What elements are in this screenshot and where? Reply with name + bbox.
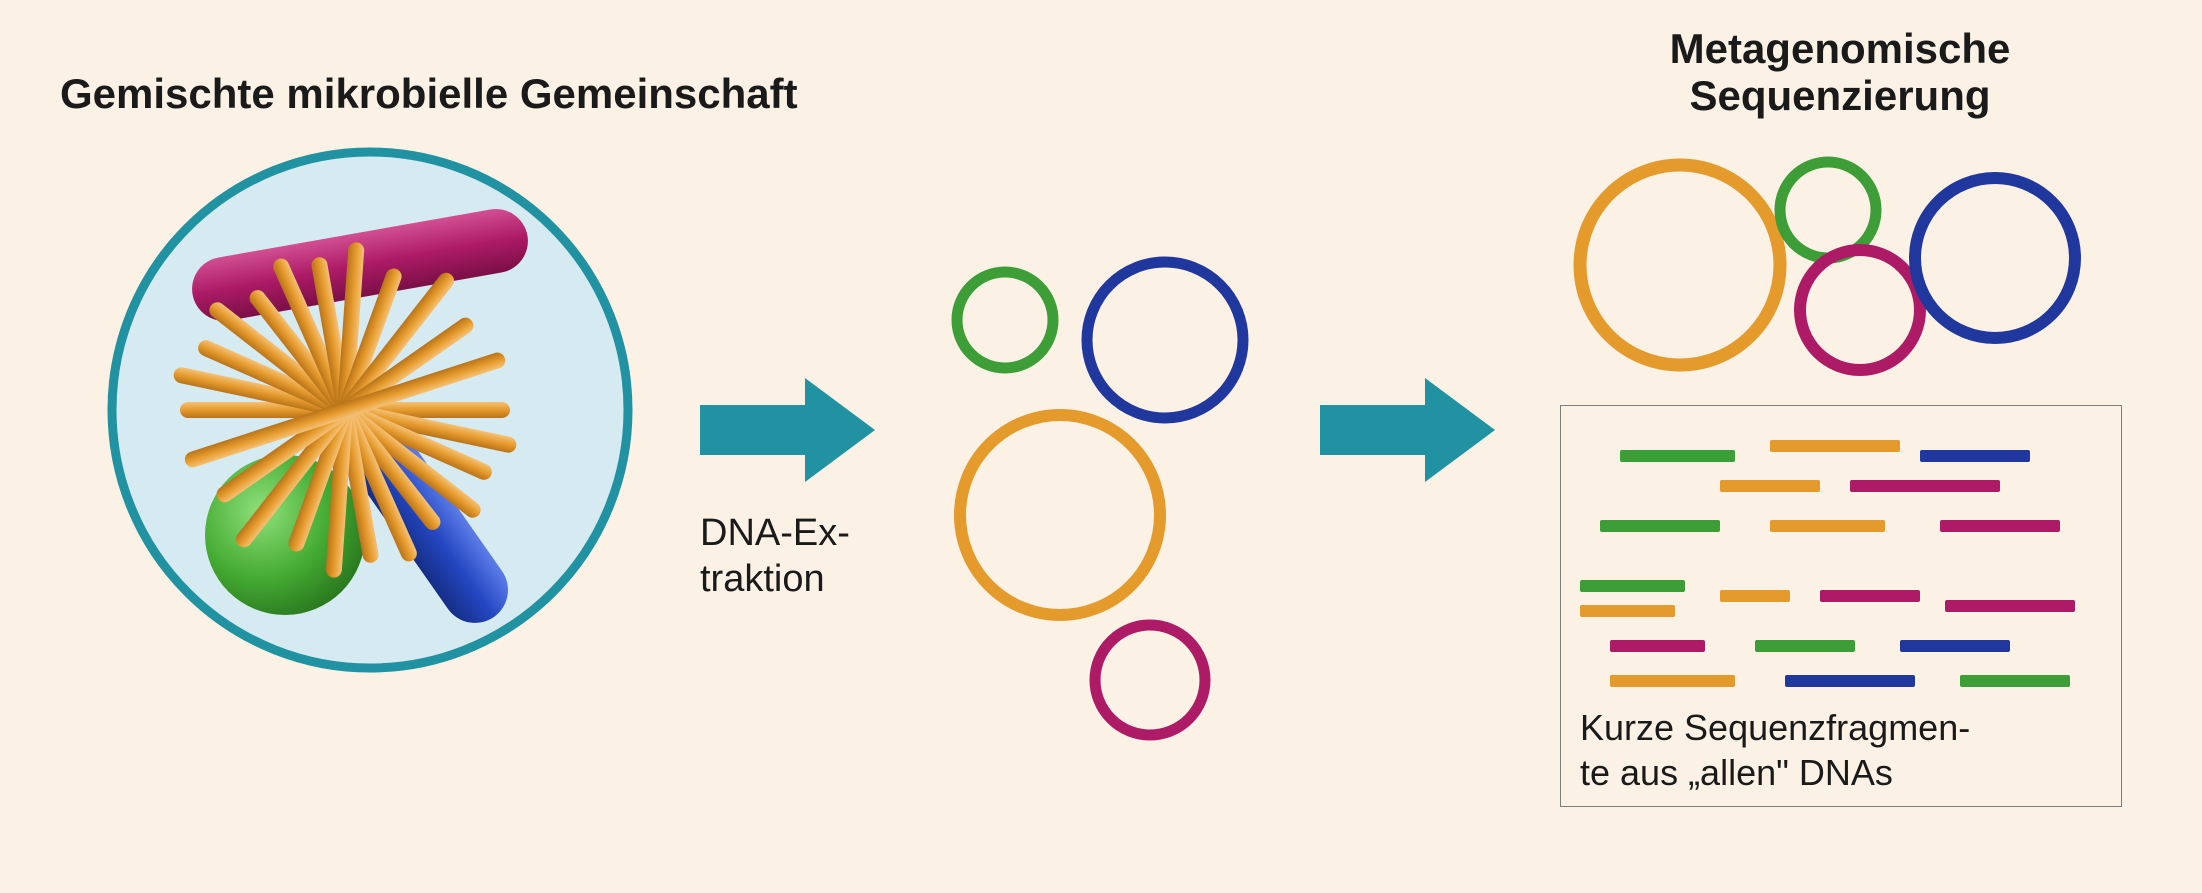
sequence-fragment xyxy=(1960,675,2070,687)
sequence-fragment xyxy=(1720,480,1820,492)
sequence-fragment xyxy=(1820,590,1920,602)
sequence-fragment xyxy=(1580,580,1685,592)
sequence-fragment xyxy=(1720,590,1790,602)
sequence-fragment xyxy=(1850,480,2000,492)
sequence-fragment xyxy=(1580,605,1675,617)
sequence-fragment xyxy=(1620,450,1735,462)
sequence-fragment xyxy=(1610,640,1705,652)
fragments-caption-line1: Kurze Sequenzfragmen- xyxy=(1580,707,1970,748)
sequence-fragment xyxy=(1900,640,2010,652)
sequence-fragment xyxy=(1785,675,1915,687)
fragments-caption-line2: te aus „allen" DNAs xyxy=(1580,752,1893,793)
sequence-fragment xyxy=(1920,450,2030,462)
sequence-fragment xyxy=(1600,520,1720,532)
sequence-fragment xyxy=(1770,520,1885,532)
sequence-fragment xyxy=(1940,520,2060,532)
sequence-fragment xyxy=(1770,440,1900,452)
sequence-fragment xyxy=(1945,600,2075,612)
sequence-fragment xyxy=(1610,675,1735,687)
sequence-fragment xyxy=(1755,640,1855,652)
fragments-caption: Kurze Sequenzfragmen- te aus „allen" DNA… xyxy=(1580,705,2100,795)
